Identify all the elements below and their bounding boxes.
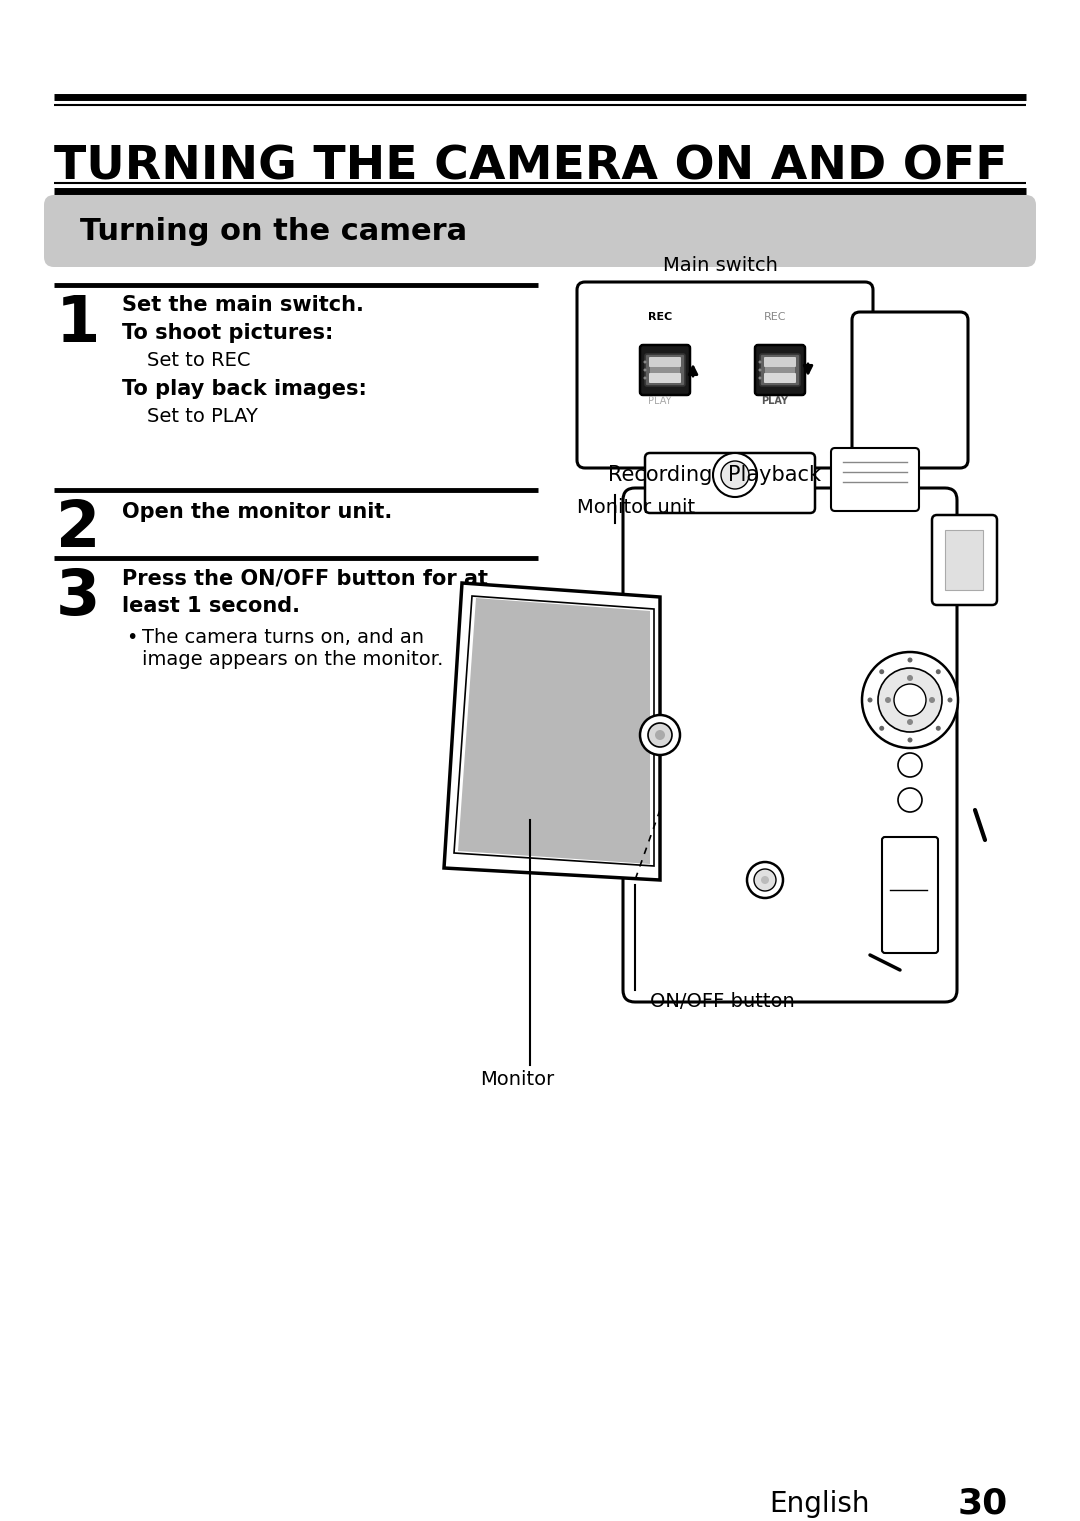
FancyBboxPatch shape [577,281,873,468]
Circle shape [862,653,958,748]
Circle shape [758,377,761,380]
Text: Press the ON/OFF button for at: Press the ON/OFF button for at [122,567,488,589]
Text: image appears on the monitor.: image appears on the monitor. [141,649,444,669]
Circle shape [644,360,647,364]
FancyBboxPatch shape [852,312,968,468]
Text: least 1 second.: least 1 second. [122,596,300,616]
Circle shape [885,697,891,703]
Circle shape [648,722,672,747]
FancyBboxPatch shape [764,357,796,367]
FancyBboxPatch shape [932,516,997,605]
Circle shape [758,360,761,364]
FancyBboxPatch shape [640,345,690,395]
Text: 30: 30 [958,1486,1008,1519]
Circle shape [867,698,873,703]
Text: Turning on the camera: Turning on the camera [80,218,468,246]
Text: To play back images:: To play back images: [122,379,367,399]
Polygon shape [458,598,650,864]
FancyBboxPatch shape [764,373,796,383]
Polygon shape [444,583,660,881]
Text: PLAY: PLAY [761,395,788,406]
Circle shape [929,697,935,703]
Circle shape [879,726,885,730]
Circle shape [897,788,922,812]
Text: Monitor unit: Monitor unit [577,497,696,517]
FancyBboxPatch shape [44,195,1036,268]
Circle shape [713,453,757,497]
Text: 3: 3 [56,566,100,628]
FancyBboxPatch shape [649,357,681,367]
FancyBboxPatch shape [645,453,815,513]
FancyBboxPatch shape [882,837,939,954]
Text: English: English [769,1491,870,1518]
Text: Main switch: Main switch [662,256,778,275]
Text: 1: 1 [56,294,100,354]
Circle shape [935,669,941,674]
Bar [650,367,680,373]
FancyBboxPatch shape [623,488,957,1002]
FancyBboxPatch shape [649,373,681,383]
Circle shape [935,726,941,730]
Circle shape [761,876,769,884]
Text: •: • [126,628,137,646]
Circle shape [758,368,761,371]
Circle shape [878,668,942,732]
FancyBboxPatch shape [945,529,983,590]
Text: The camera turns on, and an: The camera turns on, and an [141,628,424,646]
Circle shape [897,753,922,777]
Circle shape [894,684,926,716]
Text: REC: REC [764,312,786,322]
Circle shape [754,868,777,891]
Text: ON/OFF button: ON/OFF button [650,992,795,1011]
Circle shape [907,719,913,726]
Circle shape [907,657,913,663]
Circle shape [640,715,680,754]
Circle shape [879,669,885,674]
Text: Set the main switch.: Set the main switch. [122,295,364,315]
Circle shape [654,730,665,741]
Circle shape [644,377,647,380]
Text: Playback: Playback [729,465,822,485]
Circle shape [721,461,750,488]
Text: REC: REC [648,312,672,322]
Text: To shoot pictures:: To shoot pictures: [122,322,334,344]
Text: Set to REC: Set to REC [147,351,251,370]
Text: PLAY: PLAY [648,395,672,406]
Text: TURNING THE CAMERA ON AND OFF: TURNING THE CAMERA ON AND OFF [54,144,1008,190]
FancyBboxPatch shape [755,345,805,395]
Text: Open the monitor unit.: Open the monitor unit. [122,502,392,522]
Circle shape [644,368,647,371]
FancyBboxPatch shape [645,354,685,386]
Text: Set to PLAY: Set to PLAY [147,408,258,426]
Text: Recording: Recording [608,465,712,485]
Bar [765,367,795,373]
FancyBboxPatch shape [760,354,800,386]
Circle shape [747,862,783,897]
Text: 2: 2 [56,497,100,560]
Circle shape [947,698,953,703]
Circle shape [907,738,913,742]
Text: Monitor: Monitor [480,1069,554,1089]
Circle shape [907,675,913,681]
FancyBboxPatch shape [831,449,919,511]
